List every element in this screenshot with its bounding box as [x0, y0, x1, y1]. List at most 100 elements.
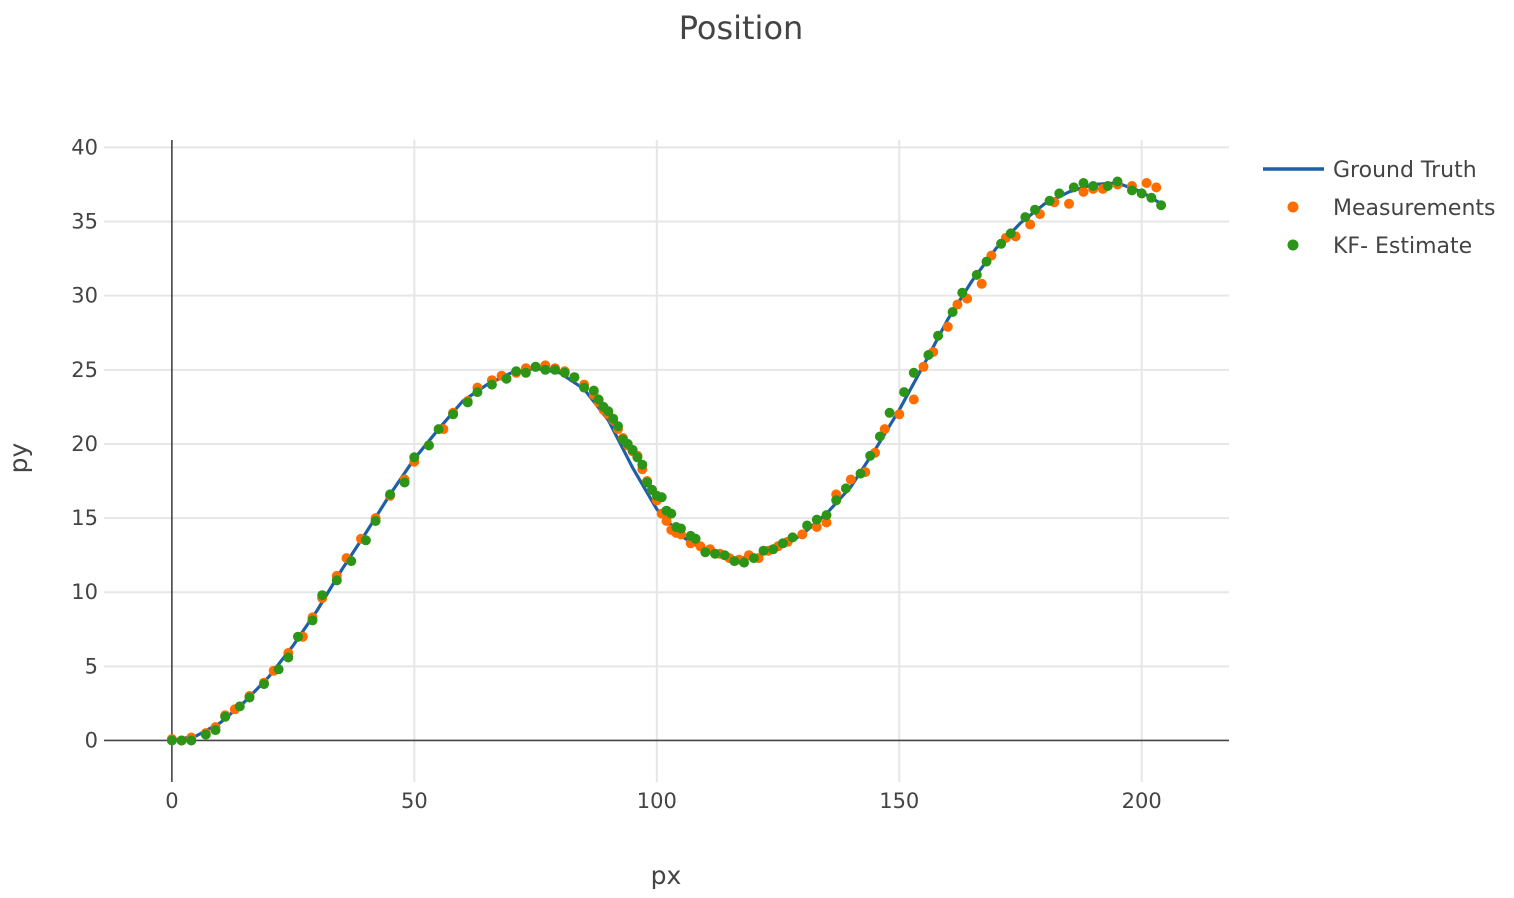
ground-truth-line[interactable]	[170, 181, 1163, 743]
kf-estimate-point[interactable]	[719, 550, 730, 561]
kf-estimate-point[interactable]	[947, 307, 958, 317]
kf-estimate-point[interactable]	[996, 238, 1007, 249]
kf-estimate-point[interactable]	[433, 424, 444, 435]
kf-estimate-point[interactable]	[244, 692, 255, 703]
measurement-point[interactable]	[1025, 219, 1036, 230]
kf-estimate-point[interactable]	[293, 631, 303, 642]
kf-estimate-point[interactable]	[831, 495, 842, 506]
kf-estimate-point[interactable]	[588, 385, 599, 396]
kf-estimate-point[interactable]	[210, 725, 221, 736]
kf-estimate-point[interactable]	[346, 556, 357, 567]
measurement-point[interactable]	[879, 424, 890, 435]
kf-estimate-point[interactable]	[777, 538, 788, 549]
kf-estimate-point[interactable]	[739, 557, 750, 568]
measurement-point[interactable]	[1064, 198, 1074, 209]
kf-estimate-point[interactable]	[360, 535, 371, 546]
kf-estimate-series[interactable]	[166, 176, 1167, 746]
legend[interactable]: Ground Truth Measurements KF- Estimate	[1263, 158, 1496, 259]
kf-estimate-point[interactable]	[642, 477, 653, 488]
kf-estimate-point[interactable]	[283, 652, 294, 663]
kf-estimate-point[interactable]	[200, 729, 211, 740]
kf-estimate-point[interactable]	[166, 735, 177, 746]
kf-estimate-point[interactable]	[273, 664, 284, 675]
kf-estimate-point[interactable]	[331, 575, 342, 586]
measurement-point[interactable]	[811, 522, 822, 532]
kf-estimate-point[interactable]	[448, 409, 459, 420]
measurement-point[interactable]	[1078, 186, 1089, 197]
kf-estimate-point[interactable]	[462, 397, 473, 408]
measurement-point[interactable]	[918, 361, 929, 372]
kf-estimate-point[interactable]	[1054, 188, 1065, 199]
kf-estimate-point[interactable]	[855, 468, 866, 479]
kf-estimate-point[interactable]	[690, 533, 701, 544]
kf-estimate-point[interactable]	[511, 366, 522, 377]
measurement-point[interactable]	[1141, 178, 1152, 188]
kf-estimate-point[interactable]	[1136, 188, 1147, 199]
kf-estimate-point[interactable]	[1068, 182, 1079, 193]
measurement-point[interactable]	[821, 517, 832, 528]
measurement-point[interactable]	[845, 474, 856, 485]
kf-estimate-point[interactable]	[908, 367, 919, 378]
kf-estimate-point[interactable]	[569, 372, 580, 383]
measurement-point[interactable]	[952, 299, 963, 310]
kf-estimate-point[interactable]	[501, 373, 512, 384]
measurement-point[interactable]	[894, 409, 905, 420]
kf-estimate-point[interactable]	[550, 364, 560, 375]
kf-estimate-point[interactable]	[933, 330, 944, 341]
kf-estimate-point[interactable]	[307, 615, 318, 626]
kf-estimate-point[interactable]	[923, 350, 934, 360]
kf-estimate-point[interactable]	[540, 364, 551, 375]
kf-estimate-point[interactable]	[530, 361, 541, 372]
kf-estimate-point[interactable]	[423, 440, 434, 451]
kf-estimate-point[interactable]	[520, 367, 531, 378]
kf-estimate-point[interactable]	[399, 477, 410, 488]
kf-estimate-point[interactable]	[748, 553, 759, 564]
kf-estimate-point[interactable]	[486, 379, 497, 390]
kf-estimate-point[interactable]	[1005, 228, 1016, 239]
kf-estimate-point[interactable]	[559, 367, 570, 378]
kf-estimate-point[interactable]	[1078, 178, 1089, 188]
kf-estimate-point[interactable]	[802, 520, 813, 531]
kf-estimate-point[interactable]	[787, 532, 798, 543]
measurement-point[interactable]	[908, 394, 919, 405]
kf-estimate-point[interactable]	[656, 492, 667, 503]
kf-estimate-point[interactable]	[409, 452, 420, 463]
kf-estimate-point[interactable]	[608, 413, 619, 424]
kf-estimate-point[interactable]	[676, 523, 686, 534]
kf-estimate-point[interactable]	[811, 514, 822, 525]
measurements-series[interactable]	[166, 178, 1162, 746]
trace-layer[interactable]	[166, 176, 1167, 746]
kf-estimate-point[interactable]	[385, 489, 396, 500]
kf-estimate-point[interactable]	[865, 450, 876, 461]
kf-estimate-point[interactable]	[840, 483, 851, 494]
kf-estimate-point[interactable]	[259, 679, 269, 690]
kf-estimate-point[interactable]	[234, 701, 245, 712]
kf-estimate-point[interactable]	[317, 590, 328, 601]
kf-estimate-point[interactable]	[603, 406, 614, 417]
kf-estimate-point[interactable]	[627, 444, 638, 455]
kf-estimate-point[interactable]	[1088, 181, 1099, 191]
kf-estimate-point[interactable]	[579, 382, 590, 393]
kf-estimate-point[interactable]	[637, 459, 648, 470]
kf-estimate-point[interactable]	[899, 387, 910, 398]
legend-item[interactable]: KF- Estimate	[1287, 234, 1473, 259]
kf-estimate-point[interactable]	[472, 387, 483, 398]
kf-estimate-point[interactable]	[186, 735, 197, 746]
legend-item[interactable]: Ground Truth	[1263, 158, 1477, 183]
kf-estimate-point[interactable]	[666, 508, 677, 519]
kf-estimate-point[interactable]	[874, 431, 885, 442]
kf-estimate-point[interactable]	[1156, 200, 1167, 211]
kf-estimate-point[interactable]	[1112, 176, 1123, 187]
kf-estimate-point[interactable]	[1020, 212, 1031, 223]
measurement-point[interactable]	[1151, 182, 1162, 193]
kf-estimate-point[interactable]	[632, 452, 643, 463]
kf-estimate-point[interactable]	[729, 556, 740, 567]
kf-estimate-point[interactable]	[1044, 195, 1055, 206]
kf-estimate-point[interactable]	[821, 510, 832, 521]
legend-item[interactable]: Measurements	[1287, 196, 1496, 221]
kf-estimate-point[interactable]	[1146, 192, 1157, 203]
kf-estimate-point[interactable]	[957, 287, 968, 298]
kf-estimate-point[interactable]	[971, 269, 982, 280]
kf-estimate-point[interactable]	[176, 735, 187, 746]
kf-estimate-point[interactable]	[1102, 181, 1113, 191]
